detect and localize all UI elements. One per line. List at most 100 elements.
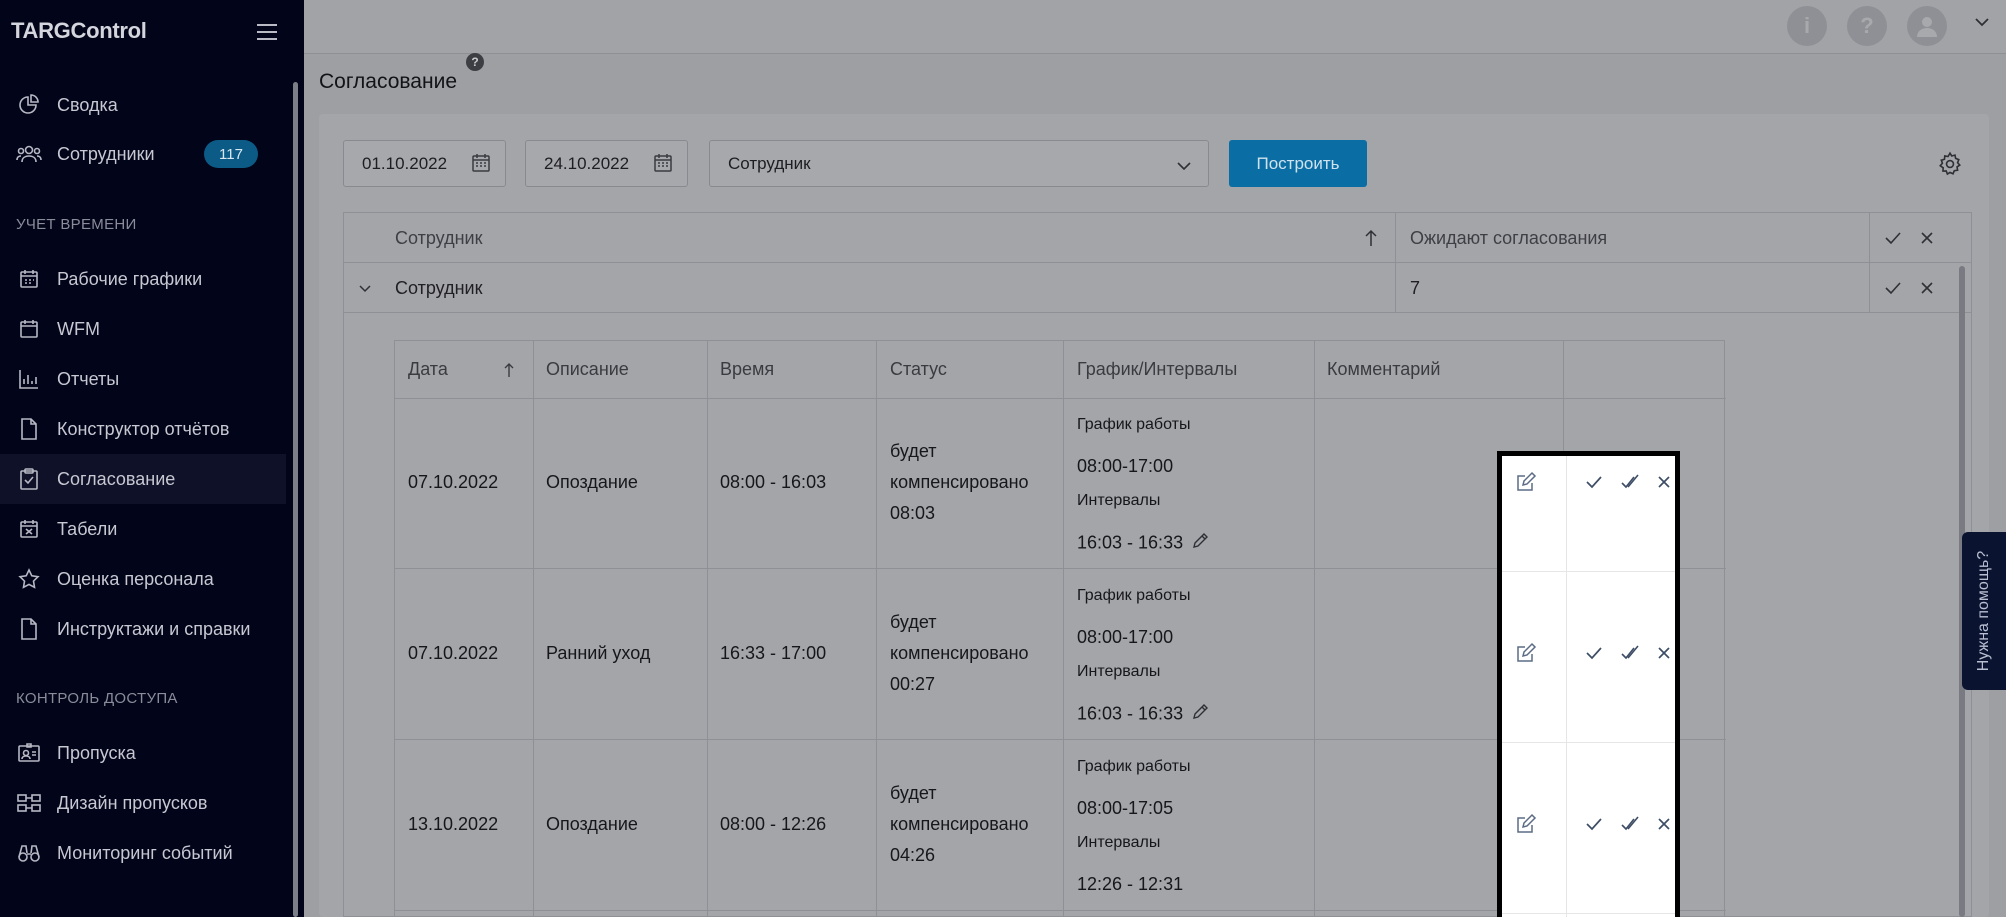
approve-all-icon[interactable] [1618,470,1642,494]
calendar-icon [16,266,42,292]
row-time: 08:00 - 12:26 [720,814,827,834]
sidebar-item-label: Конструктор отчётов [57,418,230,439]
calendar-x-icon [16,516,42,542]
sidebar-item-reports[interactable]: Отчеты [0,354,286,404]
sidebar-item-wfm[interactable]: WFM [0,304,286,354]
info-icon-glyph: i [1803,13,1811,38]
reject-icon[interactable] [1652,641,1676,665]
divider [1314,341,1315,917]
chevron-down-icon[interactable] [1974,14,1990,32]
row-status-3: 04:26 [890,845,936,865]
divider [395,398,1726,399]
chevron-down-icon [1176,156,1192,176]
edit-comment-icon[interactable] [1514,812,1538,836]
gear-icon[interactable] [1937,151,1963,182]
approve-all-icon[interactable] [1618,641,1642,665]
sidebar-item-schedules[interactable]: Рабочие графики [0,254,286,304]
sidebar-item-label: Инструктажи и справки [57,618,251,639]
page-title: Согласование [319,70,457,93]
row-status-1: будет [890,783,937,803]
schedule-value: 08:00-17:00 [1077,627,1174,647]
column-header-schedule: График/Интервалы [1077,359,1238,379]
sidebar-item-briefings[interactable]: Инструктажи и справки [0,604,286,654]
interval-value: 12:26 - 12:31 [1077,874,1184,894]
schedule-title: График работы [1077,758,1191,775]
approve-icon[interactable] [1582,812,1606,836]
row-actions-highlight [1497,451,1680,917]
divider [876,341,877,917]
sidebar-scrollbar[interactable] [293,82,298,917]
page-help-icon[interactable]: ? [466,53,484,71]
calendar-icon[interactable] [471,153,491,178]
section-title-access: КОНТРОЛЬ ДОСТУПА [16,690,178,707]
divider [1502,913,1675,914]
approve-all-icon[interactable] [1618,812,1642,836]
column-header-employee[interactable]: Сотрудник [395,227,483,248]
id-card-icon [16,740,42,766]
sidebar-item-label: Согласование [57,468,176,489]
employee-select-value: Сотрудник [728,153,811,173]
sidebar-item-monitoring[interactable]: Мониторинг событий [0,828,286,878]
intervals-title: Интервалы [1077,492,1161,509]
sidebar-item-report-builder[interactable]: Конструктор отчётов [0,404,286,454]
sidebar-item-summary[interactable]: Сводка [0,80,286,130]
edit-comment-icon[interactable] [1514,470,1538,494]
row-status-2: компенсировано [890,472,1029,492]
sort-asc-icon[interactable] [1364,213,1378,263]
bar-chart-icon [16,366,42,392]
schedule-value: 08:00-17:00 [1077,456,1174,476]
approve-group-icon[interactable] [1884,263,1902,313]
calendar-icon[interactable] [653,153,673,178]
approve-icon[interactable] [1582,470,1606,494]
sidebar-item-pass-design[interactable]: Дизайн пропусков [0,778,286,828]
pencil-icon[interactable] [1191,532,1209,555]
sort-asc-icon[interactable] [503,341,515,398]
topbar [304,0,2006,54]
info-icon[interactable]: i [1787,6,1827,46]
sidebar-item-passes[interactable]: Пропуска [0,728,286,778]
menu-icon[interactable] [257,24,277,40]
help-tab-button[interactable]: Нужна помощь? [1962,532,2006,690]
sidebar-item-timesheets[interactable]: Табели [0,504,286,554]
row-status-3: 00:27 [890,674,936,694]
reject-icon[interactable] [1652,470,1676,494]
divider [1502,571,1675,572]
approve-all-icon[interactable] [1884,213,1902,263]
divider [395,568,1726,569]
date-from-field[interactable]: 01.10.2022 [343,140,506,187]
row-status-2: компенсировано [890,814,1029,834]
row-status-2: компенсировано [890,643,1029,663]
star-icon [16,566,42,592]
row-status-1: будет [890,441,937,461]
users-icon [16,141,42,167]
build-button[interactable]: Построить [1229,140,1367,187]
table-row[interactable]: Сотрудник 7 [344,263,1971,313]
pencil-icon[interactable] [1191,703,1209,726]
interval-text: 16:03 - 16:33 [1077,703,1184,724]
sidebar-item-label: Оценка персонала [57,568,214,589]
divider [395,910,1726,911]
document-icon [16,416,42,442]
sidebar-item-approval[interactable]: Согласование [0,454,286,504]
sidebar-item-assessment[interactable]: Оценка персонала [0,554,286,604]
help-icon[interactable]: ? [1847,6,1887,46]
employee-select[interactable]: Сотрудник [709,140,1209,187]
outer-table-header: Сотрудник Ожидают согласования [344,213,1971,263]
document-icon [16,616,42,642]
row-date: 07.10.2022 [408,472,499,492]
row-status-1: будет [890,612,937,632]
interval-text: 16:03 - 16:33 [1077,532,1184,553]
divider [1566,456,1567,917]
approve-icon[interactable] [1582,641,1606,665]
date-to-field[interactable]: 24.10.2022 [525,140,688,187]
chevron-down-icon[interactable] [358,263,372,313]
edit-comment-icon[interactable] [1514,641,1538,665]
column-header-status: Статус [890,359,947,379]
user-avatar-icon[interactable] [1907,6,1947,46]
reject-all-icon[interactable] [1920,213,1934,263]
reject-icon[interactable] [1652,812,1676,836]
sidebar-item-employees[interactable]: Сотрудники [0,129,286,179]
sidebar-item-label: Отчеты [57,368,120,389]
column-header-date[interactable]: Дата [408,359,448,379]
reject-group-icon[interactable] [1920,263,1934,313]
